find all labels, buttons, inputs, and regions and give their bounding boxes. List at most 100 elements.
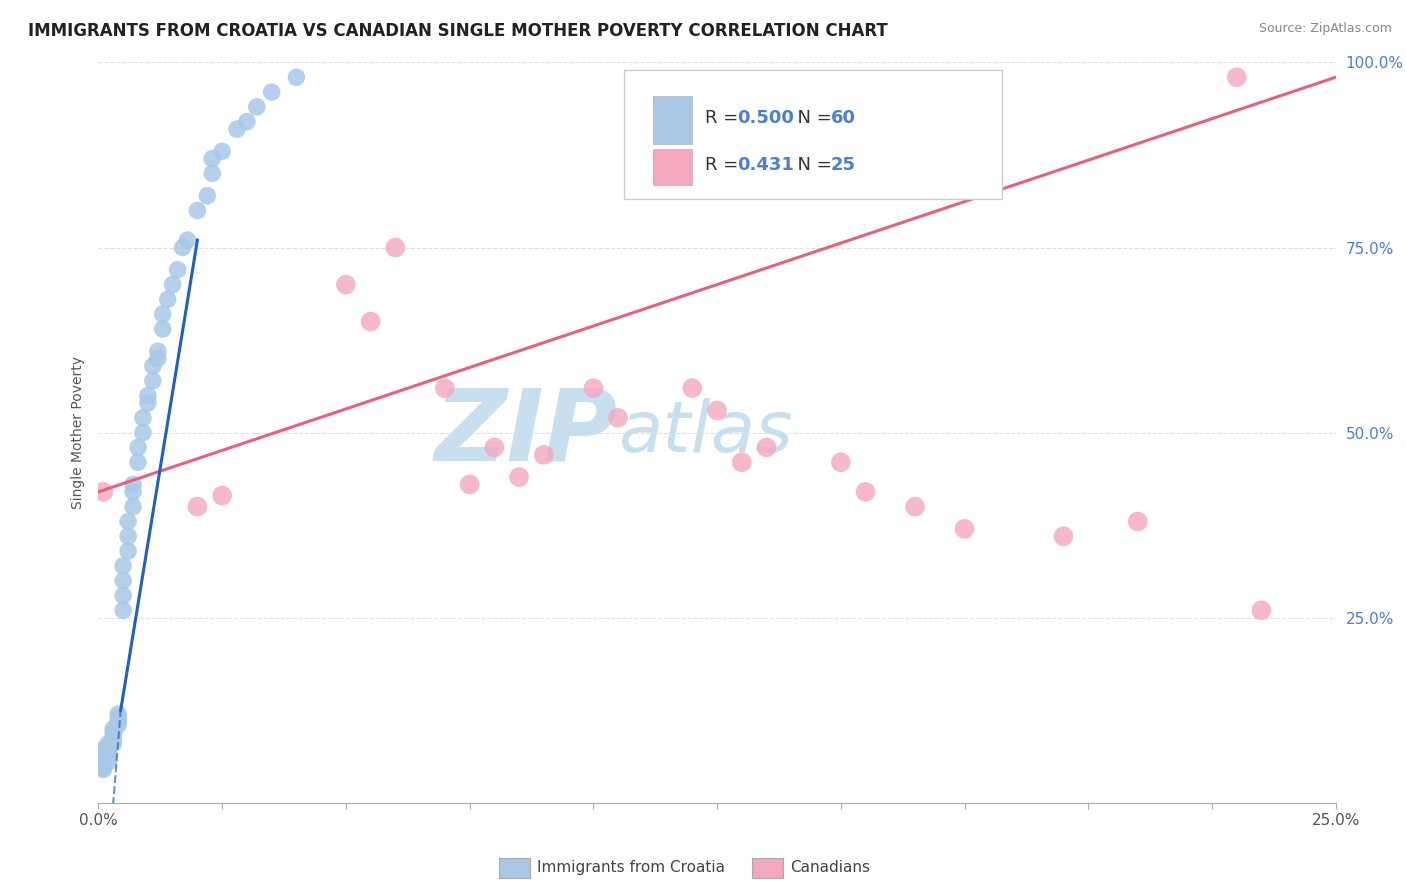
Point bbox=[107, 714, 129, 729]
FancyBboxPatch shape bbox=[624, 70, 1001, 200]
Text: N =: N = bbox=[786, 155, 838, 174]
Point bbox=[162, 277, 184, 292]
Point bbox=[103, 725, 125, 739]
Point bbox=[607, 410, 630, 425]
Point bbox=[103, 722, 125, 736]
Point bbox=[132, 425, 155, 440]
Point bbox=[107, 711, 129, 725]
FancyBboxPatch shape bbox=[652, 149, 692, 185]
Text: 60: 60 bbox=[831, 109, 856, 127]
Text: N =: N = bbox=[786, 109, 838, 127]
Point bbox=[260, 85, 283, 99]
Text: Immigrants from Croatia: Immigrants from Croatia bbox=[537, 861, 725, 875]
Point bbox=[582, 381, 605, 395]
Point bbox=[97, 755, 120, 769]
Point bbox=[433, 381, 456, 395]
Point bbox=[830, 455, 852, 469]
Point bbox=[152, 322, 174, 336]
Point bbox=[93, 760, 115, 774]
Point bbox=[122, 484, 145, 499]
Point bbox=[152, 307, 174, 321]
Point bbox=[117, 544, 139, 558]
Point bbox=[156, 293, 179, 307]
Point bbox=[201, 166, 224, 180]
Point bbox=[97, 751, 120, 765]
Point bbox=[953, 522, 976, 536]
Point bbox=[97, 737, 120, 751]
Point bbox=[122, 477, 145, 491]
Point bbox=[1250, 603, 1272, 617]
Point bbox=[855, 484, 877, 499]
Point bbox=[533, 448, 555, 462]
Point bbox=[146, 344, 169, 359]
Point bbox=[136, 396, 159, 410]
Point bbox=[93, 484, 115, 499]
Point bbox=[117, 529, 139, 543]
Point bbox=[146, 351, 169, 366]
Point bbox=[1226, 70, 1249, 85]
Point bbox=[384, 240, 406, 255]
Point bbox=[904, 500, 927, 514]
Point bbox=[103, 729, 125, 743]
Point bbox=[122, 500, 145, 514]
Y-axis label: Single Mother Poverty: Single Mother Poverty bbox=[70, 356, 84, 509]
Point bbox=[107, 706, 129, 721]
Point bbox=[1126, 515, 1149, 529]
Text: 25: 25 bbox=[831, 155, 856, 174]
Text: Source: ZipAtlas.com: Source: ZipAtlas.com bbox=[1258, 22, 1392, 36]
Point bbox=[93, 763, 115, 777]
Point bbox=[172, 240, 194, 255]
Point bbox=[142, 359, 165, 373]
Point bbox=[201, 152, 224, 166]
Point bbox=[236, 114, 259, 128]
Point bbox=[211, 489, 233, 503]
Point bbox=[127, 455, 149, 469]
Point bbox=[755, 441, 778, 455]
Point bbox=[107, 718, 129, 732]
Text: ZIP: ZIP bbox=[434, 384, 619, 481]
Text: IMMIGRANTS FROM CROATIA VS CANADIAN SINGLE MOTHER POVERTY CORRELATION CHART: IMMIGRANTS FROM CROATIA VS CANADIAN SING… bbox=[28, 22, 887, 40]
Point bbox=[93, 747, 115, 762]
Text: 0.500: 0.500 bbox=[737, 109, 794, 127]
Point bbox=[117, 515, 139, 529]
Point bbox=[112, 574, 135, 588]
Point bbox=[127, 441, 149, 455]
Point bbox=[1052, 529, 1074, 543]
Text: atlas: atlas bbox=[619, 398, 793, 467]
Point bbox=[112, 589, 135, 603]
Point bbox=[195, 188, 218, 202]
Point bbox=[112, 558, 135, 573]
Point bbox=[166, 262, 188, 277]
Point bbox=[103, 732, 125, 747]
Point bbox=[508, 470, 530, 484]
Point bbox=[226, 122, 249, 136]
Point bbox=[93, 758, 115, 772]
Point bbox=[93, 744, 115, 758]
Point bbox=[211, 145, 233, 159]
Point bbox=[97, 747, 120, 762]
Point bbox=[246, 100, 269, 114]
Point bbox=[681, 381, 703, 395]
Point bbox=[706, 403, 728, 417]
Point bbox=[186, 203, 208, 218]
Point bbox=[731, 455, 754, 469]
Point bbox=[142, 374, 165, 388]
Point bbox=[97, 740, 120, 755]
Point bbox=[458, 477, 481, 491]
Point bbox=[97, 744, 120, 758]
Point bbox=[136, 388, 159, 402]
Text: R =: R = bbox=[704, 109, 744, 127]
Point bbox=[93, 755, 115, 769]
Point bbox=[186, 500, 208, 514]
Text: Canadians: Canadians bbox=[790, 861, 870, 875]
Point bbox=[335, 277, 357, 292]
Point bbox=[176, 233, 198, 247]
Point bbox=[132, 410, 155, 425]
Point bbox=[360, 314, 382, 328]
Text: R =: R = bbox=[704, 155, 744, 174]
Point bbox=[484, 441, 506, 455]
Point bbox=[103, 737, 125, 751]
Point bbox=[285, 70, 308, 85]
Point bbox=[93, 751, 115, 765]
Text: 0.431: 0.431 bbox=[737, 155, 794, 174]
